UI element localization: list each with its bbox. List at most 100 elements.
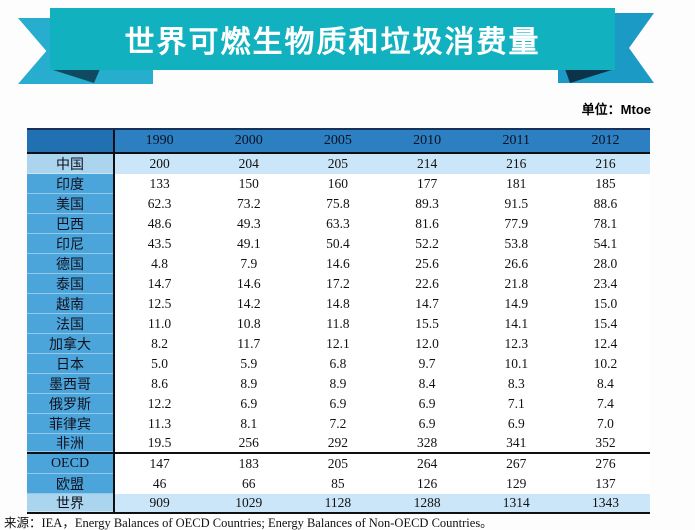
row-label-cell: OECD xyxy=(27,454,115,474)
year-header: 2011 xyxy=(502,133,531,148)
value-cell: 14.8 xyxy=(326,296,350,311)
value-cell: 48.6 xyxy=(147,216,172,231)
value-cell: 10.2 xyxy=(593,356,618,371)
value-cell: 264 xyxy=(416,456,438,471)
value-cell: 177 xyxy=(416,176,438,191)
value-cell: 52.2 xyxy=(415,236,439,251)
value-cell: 7.2 xyxy=(329,416,347,431)
value-cell: 292 xyxy=(327,435,349,450)
value-cell: 7.1 xyxy=(507,396,525,411)
value-cell: 8.3 xyxy=(507,376,525,391)
value-cell: 200 xyxy=(149,156,170,171)
value-cell: 1029 xyxy=(235,495,263,510)
value-cell: 1128 xyxy=(324,495,352,510)
ribbon-band: 世界可燃生物质和垃圾消费量 xyxy=(50,8,615,70)
value-cell: 12.3 xyxy=(504,336,529,351)
value-cell: 14.1 xyxy=(504,316,529,331)
value-cell: 150 xyxy=(238,176,259,191)
value-cell: 6.8 xyxy=(329,356,347,371)
value-cell: 85 xyxy=(331,476,345,491)
value-cell: 14.9 xyxy=(504,296,529,311)
row-label-cell: 加拿大 xyxy=(27,334,115,354)
table-row: 世界 909 1029 1128 1288 1314 1343 xyxy=(27,494,650,514)
row-label-cell: 欧盟 xyxy=(27,474,115,494)
row-label-cell: 印度 xyxy=(27,174,115,194)
value-cell: 15.5 xyxy=(415,316,439,331)
value-cell: 28.0 xyxy=(593,256,618,271)
value-cell: 89.3 xyxy=(415,196,439,211)
value-cell: 81.6 xyxy=(415,216,439,231)
value-cell: 50.4 xyxy=(326,236,350,251)
table-row: 加拿大 8.2 11.7 12.1 12.0 12.3 12.4 xyxy=(27,334,650,354)
value-cell: 7.9 xyxy=(240,256,258,271)
value-cell: 8.1 xyxy=(240,416,258,431)
value-cell: 160 xyxy=(327,176,349,191)
value-cell: 8.9 xyxy=(240,376,258,391)
table-row: 德国 4.8 7.9 14.6 25.6 26.6 28.0 xyxy=(27,254,650,274)
value-cell: 14.7 xyxy=(415,296,439,311)
year-header: 1990 xyxy=(145,133,174,148)
value-cell: 1314 xyxy=(502,495,530,510)
value-cell: 183 xyxy=(238,456,259,471)
table-row: 欧盟 46 66 85 126 129 137 xyxy=(27,474,650,494)
value-cell: 205 xyxy=(327,456,349,471)
row-label-cell: 印尼 xyxy=(27,234,115,254)
row-label-cell: 泰国 xyxy=(27,274,115,294)
value-cell: 21.8 xyxy=(504,276,529,291)
value-cell: 147 xyxy=(149,456,170,471)
value-cell: 49.1 xyxy=(236,236,261,251)
value-cell: 77.9 xyxy=(504,216,529,231)
year-header: 2010 xyxy=(413,133,442,148)
value-cell: 204 xyxy=(238,156,259,171)
row-label-cell: 世界 xyxy=(27,494,115,512)
value-cell: 8.6 xyxy=(151,376,169,391)
value-cell: 185 xyxy=(595,176,616,191)
value-cell: 15.0 xyxy=(593,296,618,311)
value-cell: 22.6 xyxy=(415,276,439,291)
value-cell: 14.6 xyxy=(326,256,350,271)
table-row: 美国 62.3 73.2 75.8 89.3 91.5 88.6 xyxy=(27,194,650,214)
value-cell: 62.3 xyxy=(147,196,172,211)
value-cell: 126 xyxy=(416,476,438,491)
year-header: 2012 xyxy=(591,133,620,148)
value-cell: 6.9 xyxy=(240,396,258,411)
table-row: 俄罗斯 12.2 6.9 6.9 6.9 7.1 7.4 xyxy=(27,394,650,414)
value-cell: 328 xyxy=(416,435,438,450)
value-cell: 205 xyxy=(327,156,349,171)
value-cell: 12.2 xyxy=(147,396,172,411)
table-row: 非洲 19.5 256 292 328 341 352 xyxy=(27,434,650,454)
data-table: 1990 2000 2005 2010 2011 2012 中国 200 204 205 214 21… xyxy=(27,128,650,514)
value-cell: 8.4 xyxy=(418,376,436,391)
row-label-cell: 巴西 xyxy=(27,214,115,234)
value-cell: 54.1 xyxy=(593,236,618,251)
value-cell: 341 xyxy=(506,435,527,450)
value-cell: 7.4 xyxy=(597,396,614,411)
value-cell: 8.4 xyxy=(597,376,614,391)
table-header-row: 1990 2000 2005 2010 2011 2012 xyxy=(27,130,650,154)
row-label-cell: 俄罗斯 xyxy=(27,394,115,414)
value-cell: 63.3 xyxy=(326,216,350,231)
table-row: 印度 133 150 160 177 181 185 xyxy=(27,174,650,194)
value-cell: 12.1 xyxy=(326,336,350,351)
table-row: 泰国 14.7 14.6 17.2 22.6 21.8 23.4 xyxy=(27,274,650,294)
value-cell: 11.3 xyxy=(148,416,172,431)
value-cell: 23.4 xyxy=(593,276,618,291)
value-cell: 137 xyxy=(595,476,616,491)
value-cell: 276 xyxy=(595,456,616,471)
value-cell: 26.6 xyxy=(504,256,529,271)
value-cell: 14.7 xyxy=(147,276,172,291)
value-cell: 8.2 xyxy=(151,336,169,351)
value-cell: 267 xyxy=(506,456,527,471)
table-row: 日本 5.0 5.9 6.8 9.7 10.1 10.2 xyxy=(27,354,650,374)
value-cell: 6.9 xyxy=(507,416,525,431)
value-cell: 78.1 xyxy=(593,216,618,231)
value-cell: 10.1 xyxy=(504,356,529,371)
value-cell: 75.8 xyxy=(326,196,350,211)
year-header: 2000 xyxy=(234,133,263,148)
value-cell: 6.9 xyxy=(418,416,436,431)
value-cell: 133 xyxy=(149,176,170,191)
row-label-cell: 菲律宾 xyxy=(27,414,115,434)
value-cell: 17.2 xyxy=(326,276,350,291)
unit-label: 单位：Mtoe xyxy=(581,102,651,117)
